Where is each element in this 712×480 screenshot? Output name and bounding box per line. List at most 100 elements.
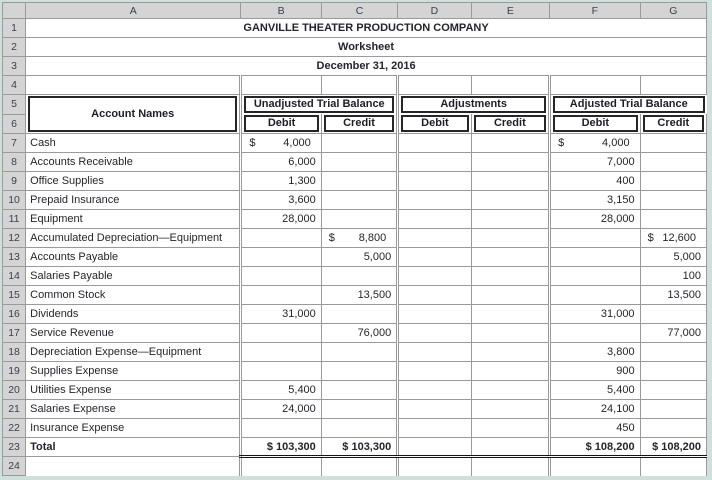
cell-C23[interactable]: $ 103,300 [320, 437, 398, 458]
cell-D19[interactable] [396, 361, 472, 381]
column-header-b[interactable]: B [240, 2, 322, 19]
cell-B15[interactable] [239, 285, 322, 305]
cell-E7[interactable] [470, 133, 550, 153]
row-header[interactable]: 19 [1, 361, 27, 381]
cell-C8[interactable] [320, 152, 398, 172]
subheader-unadjusted-debit[interactable]: Debit [239, 114, 322, 134]
cell-C7[interactable] [320, 133, 398, 153]
row-header[interactable]: 10 [1, 190, 27, 210]
cell-B10[interactable]: 3,600 [239, 190, 322, 210]
cell-G21[interactable] [639, 399, 708, 419]
cell-F9[interactable]: 400 [548, 171, 641, 191]
cell-E18[interactable] [470, 342, 550, 362]
cell-B23[interactable]: $ 103,300 [239, 437, 322, 458]
cell-B21[interactable]: 24,000 [239, 399, 322, 419]
row-header[interactable]: 18 [1, 342, 27, 362]
cell-G10[interactable] [639, 190, 708, 210]
cell-C22[interactable] [320, 418, 398, 438]
cell-F7[interactable]: $4,000 [548, 133, 641, 153]
cell-D18[interactable] [396, 342, 472, 362]
row-header[interactable]: 3 [1, 56, 27, 76]
account-name-cell[interactable]: Utilities Expense [25, 380, 241, 400]
column-header-d[interactable]: D [397, 2, 472, 19]
cell-F14[interactable] [548, 266, 641, 286]
empty-cell[interactable] [25, 75, 241, 95]
cell-G22[interactable] [639, 418, 708, 438]
account-name-cell[interactable]: Cash [25, 133, 241, 153]
cell-G18[interactable] [639, 342, 708, 362]
account-name-cell[interactable]: Accounts Receivable [25, 152, 241, 172]
cell-E9[interactable] [470, 171, 550, 191]
cell-E14[interactable] [470, 266, 550, 286]
cell-E17[interactable] [470, 323, 550, 343]
group-header-adjustments[interactable]: Adjustments [396, 94, 550, 114]
subheader-adjusted-debit[interactable]: Debit [548, 114, 641, 134]
row-header[interactable]: 8 [1, 152, 27, 172]
empty-cell[interactable] [25, 456, 241, 476]
row-header[interactable]: 15 [1, 285, 27, 305]
cell-D23[interactable] [396, 437, 472, 458]
group-header-unadjusted-trial-balance[interactable]: Unadjusted Trial Balance [239, 94, 398, 114]
cell-F18[interactable]: 3,800 [548, 342, 641, 362]
cell-G13[interactable]: 5,000 [639, 247, 708, 267]
account-name-cell[interactable]: Common Stock [25, 285, 241, 305]
empty-cell[interactable] [639, 75, 708, 95]
cell-C21[interactable] [320, 399, 398, 419]
cell-G16[interactable] [639, 304, 708, 324]
cell-F11[interactable]: 28,000 [548, 209, 641, 229]
cell-F8[interactable]: 7,000 [548, 152, 641, 172]
cell-E16[interactable] [470, 304, 550, 324]
cell-E21[interactable] [470, 399, 550, 419]
row-header[interactable]: 9 [1, 171, 27, 191]
row-header[interactable]: 20 [1, 380, 27, 400]
date-title[interactable]: December 31, 2016 [25, 56, 707, 76]
account-name-cell[interactable]: Salaries Payable [25, 266, 241, 286]
cell-B12[interactable] [239, 228, 322, 248]
account-name-cell[interactable]: Total [25, 437, 241, 457]
row-header[interactable]: 22 [1, 418, 27, 438]
empty-cell[interactable] [239, 75, 322, 95]
cell-C13[interactable]: 5,000 [320, 247, 398, 267]
subheader-adjusted-credit[interactable]: Credit [639, 114, 708, 134]
account-names-header-cell[interactable]: Account Names [25, 94, 241, 134]
cell-D17[interactable] [396, 323, 472, 343]
empty-cell[interactable] [548, 75, 641, 95]
account-name-cell[interactable]: Accumulated Depreciation—Equipment [25, 228, 241, 248]
cell-C9[interactable] [320, 171, 398, 191]
cell-E19[interactable] [470, 361, 550, 381]
cell-B14[interactable] [239, 266, 322, 286]
cell-E23[interactable] [470, 437, 550, 458]
cell-G23[interactable]: $ 108,200 [639, 437, 708, 458]
cell-D12[interactable] [396, 228, 472, 248]
cell-D9[interactable] [396, 171, 472, 191]
cell-C14[interactable] [320, 266, 398, 286]
cell-B11[interactable]: 28,000 [239, 209, 322, 229]
cell-C16[interactable] [320, 304, 398, 324]
cell-C17[interactable]: 76,000 [320, 323, 398, 343]
empty-cell[interactable] [470, 75, 550, 95]
cell-G8[interactable] [639, 152, 708, 172]
empty-cell[interactable] [639, 456, 708, 476]
cell-F17[interactable] [548, 323, 641, 343]
column-header-c[interactable]: C [320, 2, 399, 19]
cell-G15[interactable]: 13,500 [639, 285, 708, 305]
row-header[interactable]: 1 [1, 18, 27, 38]
empty-cell[interactable] [396, 75, 472, 95]
column-header-e[interactable]: E [470, 2, 551, 19]
cell-C18[interactable] [320, 342, 398, 362]
column-header-g[interactable]: G [639, 2, 708, 19]
row-header[interactable]: 16 [1, 304, 27, 324]
row-header[interactable]: 2 [1, 37, 27, 57]
cell-C15[interactable]: 13,500 [320, 285, 398, 305]
row-header[interactable]: 7 [1, 133, 27, 153]
account-name-cell[interactable]: Supplies Expense [25, 361, 241, 381]
cell-E13[interactable] [470, 247, 550, 267]
account-name-cell[interactable]: Salaries Expense [25, 399, 241, 419]
account-name-cell[interactable]: Dividends [25, 304, 241, 324]
empty-cell[interactable] [470, 456, 550, 476]
cell-D16[interactable] [396, 304, 472, 324]
account-name-cell[interactable]: Service Revenue [25, 323, 241, 343]
cell-B18[interactable] [239, 342, 322, 362]
cell-G19[interactable] [639, 361, 708, 381]
cell-G11[interactable] [639, 209, 708, 229]
